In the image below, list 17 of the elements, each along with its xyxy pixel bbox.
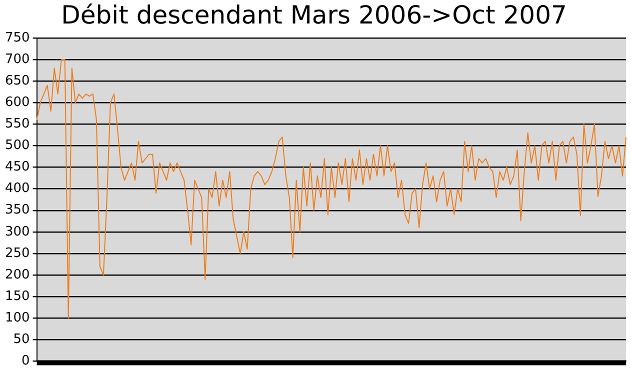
y-tick-label: 0: [22, 354, 30, 369]
y-tick-label: 400: [4, 181, 30, 196]
y-tick-label: 750: [4, 30, 30, 46]
y-tick-label: 500: [4, 138, 30, 154]
y-tick-label: 450: [4, 160, 30, 175]
y-tick-label: 50: [13, 332, 30, 348]
y-tick-label: 700: [4, 52, 30, 67]
y-tick-label: 600: [4, 95, 30, 110]
y-tick-label: 650: [4, 73, 30, 88]
y-tick-label: 300: [4, 224, 30, 240]
y-tick-label: 200: [4, 267, 30, 282]
chart-title: Débit descendant Mars 2006->Oct 2007: [61, 0, 567, 30]
y-tick-label: 150: [4, 288, 30, 304]
y-tick-label: 350: [4, 202, 30, 218]
y-tick-label: 100: [4, 310, 30, 326]
y-tick-label: 250: [4, 246, 30, 261]
y-tick-label: 550: [4, 116, 30, 132]
